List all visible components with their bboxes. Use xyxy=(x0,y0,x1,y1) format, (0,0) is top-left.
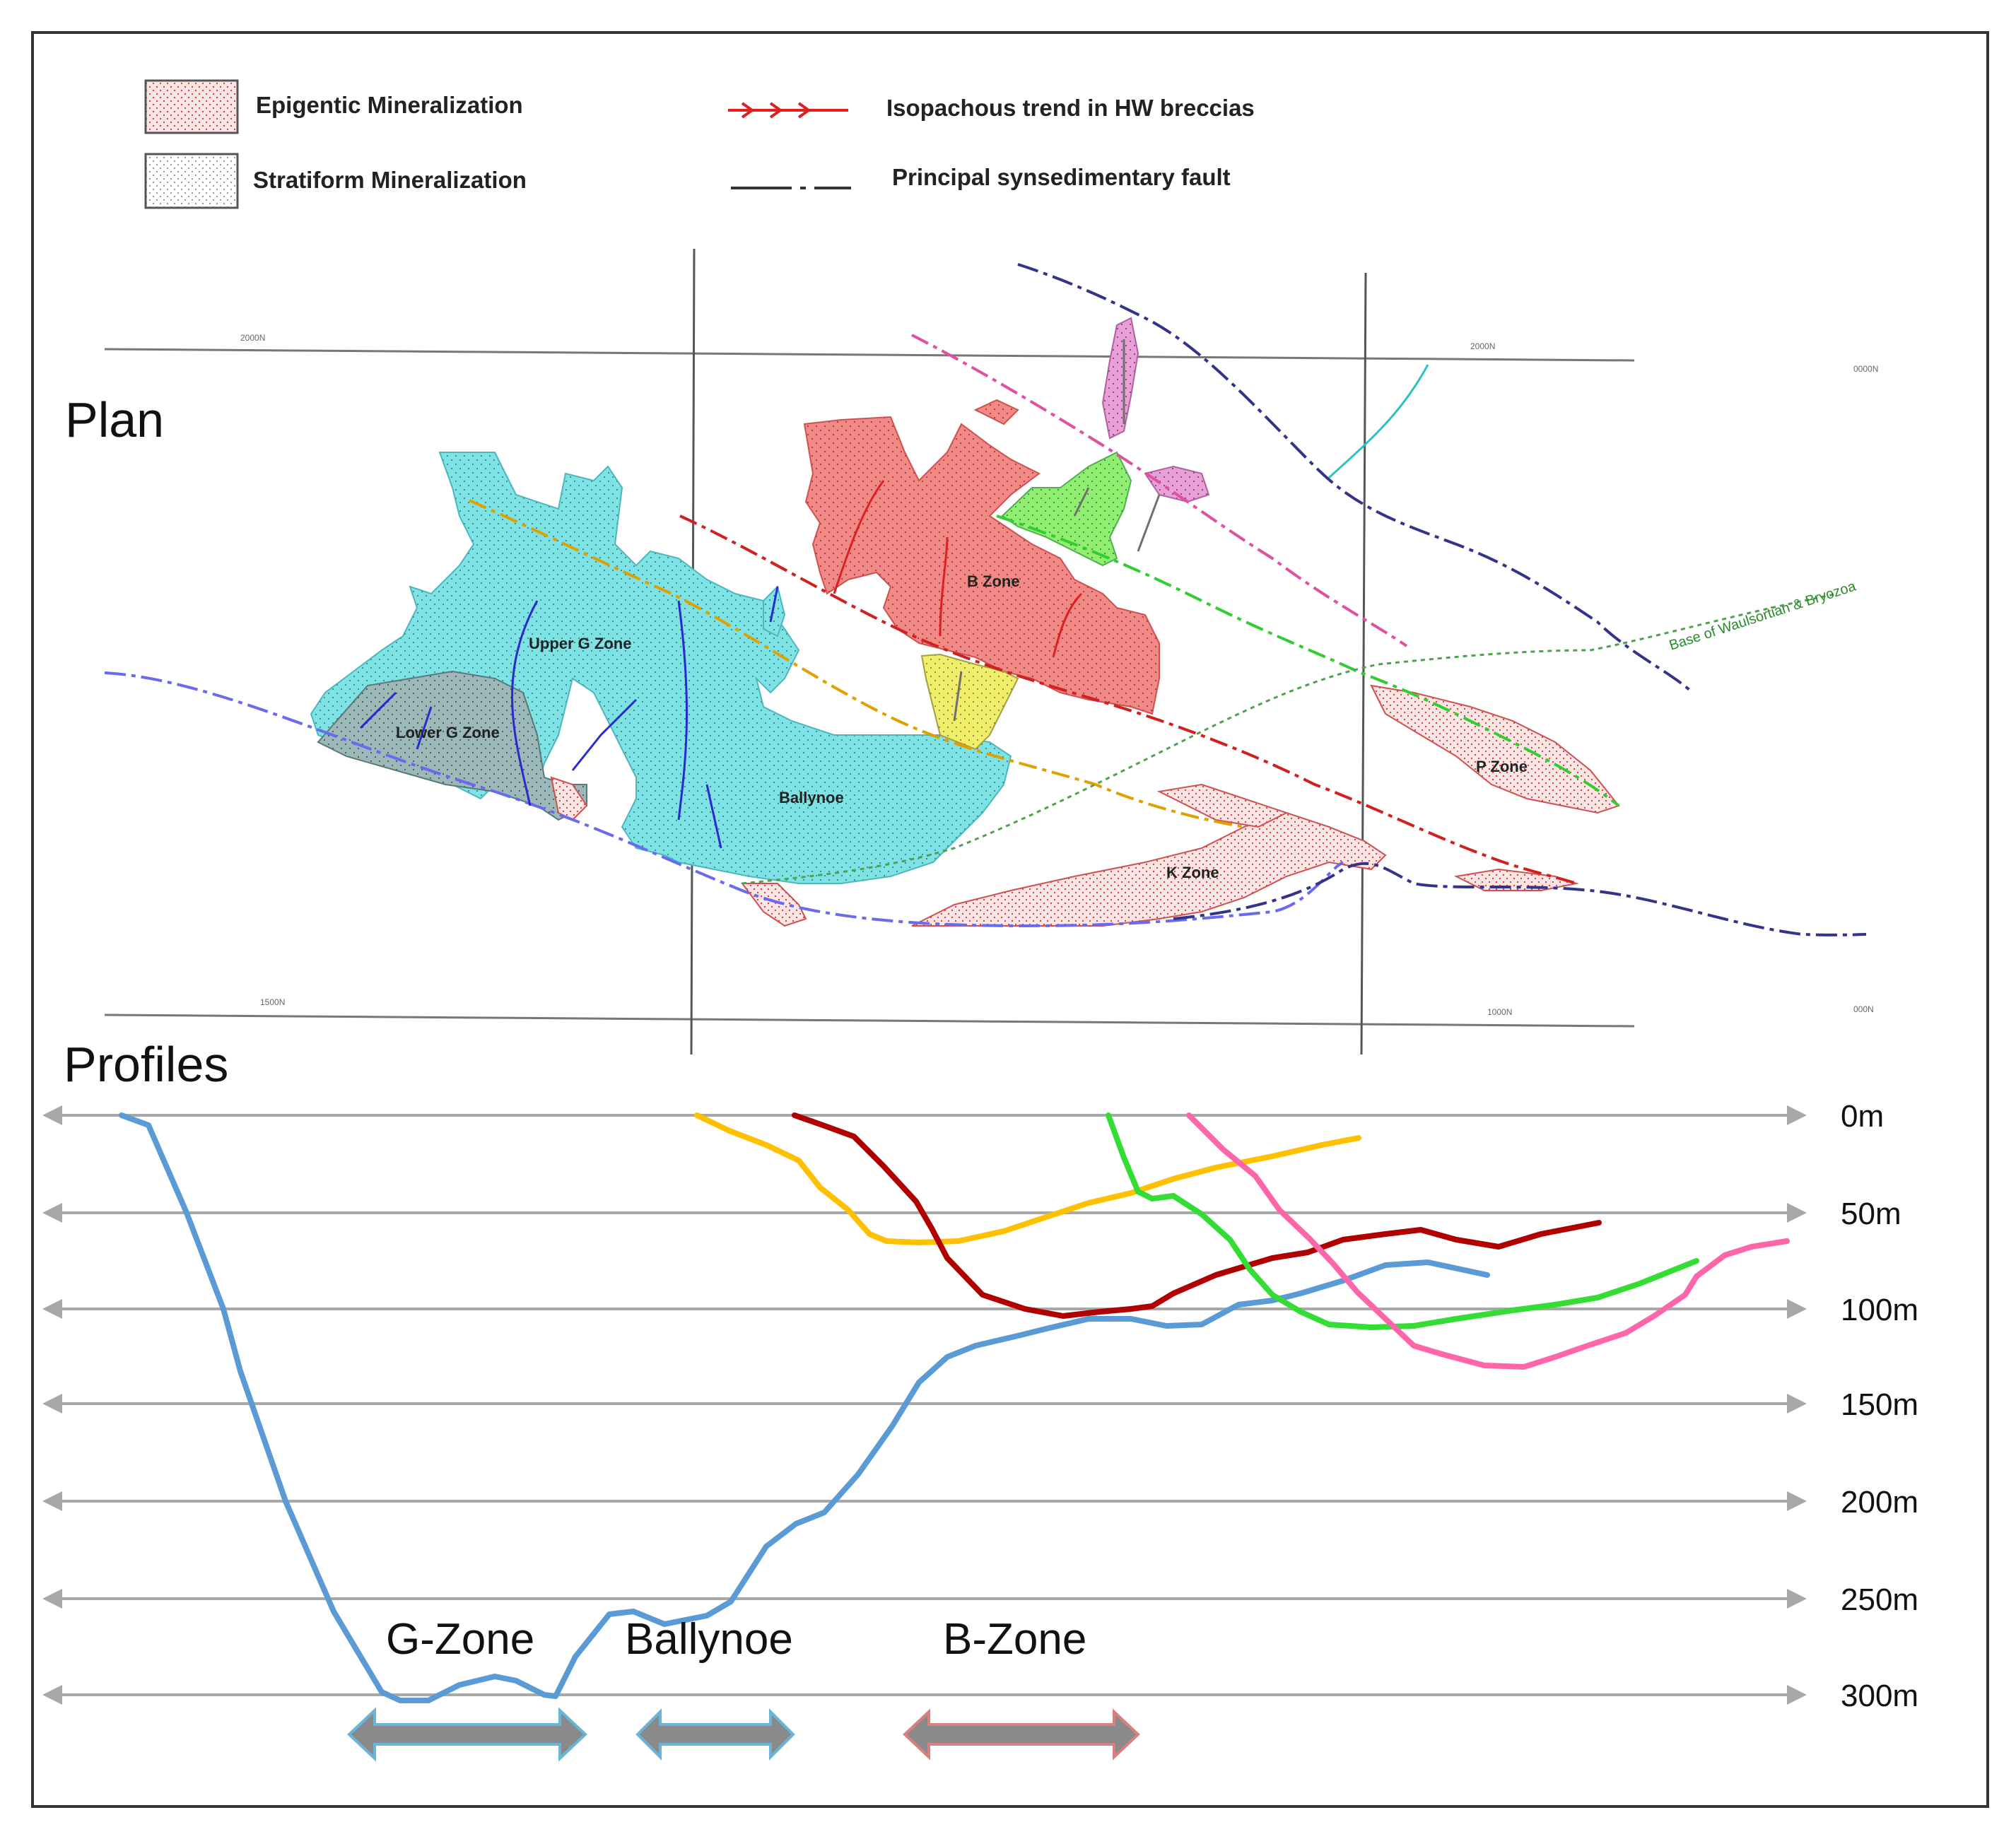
plan-label-b-zone: B Zone xyxy=(967,572,1020,590)
legend-swatch-stratiform xyxy=(144,153,239,209)
depth-grid-arrowhead-right xyxy=(1787,1299,1807,1319)
depth-grid-arrowhead-right xyxy=(1787,1394,1807,1414)
legend-label-isopachous: Isopachous trend in HW breccias xyxy=(886,95,1255,121)
grid-label: 2000N xyxy=(240,333,265,343)
fault-pink xyxy=(911,334,1408,647)
profile-line-blue xyxy=(119,1112,1490,1703)
profile-zone-label-g: G-Zone xyxy=(386,1615,534,1664)
depth-grid-arrowhead-right xyxy=(1787,1105,1807,1125)
depth-grid-arrowhead-right xyxy=(1787,1491,1807,1511)
grid-label: 2000N xyxy=(1470,341,1495,351)
b-zone-range-arrow xyxy=(903,1708,1140,1761)
lower-g-body xyxy=(317,670,587,821)
zone-range-arrows xyxy=(347,1707,1140,1762)
plan-label-upper-g-zone: Upper G Zone xyxy=(529,635,631,652)
grey-isopachous-arrows xyxy=(953,339,1161,722)
small-pink-patch-east xyxy=(1453,868,1579,891)
depth-grid-arrowhead-right xyxy=(1787,1685,1807,1705)
depth-tick-label: 0m xyxy=(1841,1099,1884,1134)
small-pink-patch-south xyxy=(741,883,807,927)
fault-south-east xyxy=(1173,862,1867,936)
red-isopachous-arrows xyxy=(833,480,1083,658)
depth-grid-arrowhead-left xyxy=(42,1203,62,1223)
figure-frame xyxy=(31,31,1989,1808)
fault-south-west xyxy=(104,671,1344,928)
k-zone-extension xyxy=(1156,783,1289,828)
profile-zone-label-ballynoe: Ballynoe xyxy=(625,1615,793,1664)
profile-line-green xyxy=(1106,1112,1699,1330)
depth-tick-label: 50m xyxy=(1841,1197,1901,1231)
depth-grid-arrowhead-left xyxy=(42,1589,62,1609)
legend-label-fault: Principal synsedimentary fault xyxy=(892,164,1231,190)
grid-label: 1000N xyxy=(1487,1007,1512,1017)
depth-grid-arrowhead-left xyxy=(42,1299,62,1319)
magenta-body-south xyxy=(1144,465,1210,503)
depth-grid-arrowhead-left xyxy=(42,1685,62,1705)
fault-red-main xyxy=(679,515,1577,885)
epigentic-bodies xyxy=(550,317,1620,927)
stratiform-bodies xyxy=(310,452,1012,884)
depth-tick-label: 150m xyxy=(1841,1387,1918,1422)
plan-label-p-zone: P Zone xyxy=(1476,758,1528,775)
depth-grid-arrowhead-right xyxy=(1787,1589,1807,1609)
small-red-patch xyxy=(973,399,1019,425)
b-zone-body xyxy=(803,416,1160,715)
legend-swatch-epigentic xyxy=(144,79,239,134)
blue-isopachous-arrows xyxy=(359,586,779,849)
grid-label: 0000N xyxy=(1853,364,1878,374)
depth-grid-arrowhead-left xyxy=(42,1491,62,1511)
plan-grid: 2000N 2000N 0000N 1500N 1000N 000N xyxy=(104,248,1878,1055)
depth-tick-label: 200m xyxy=(1841,1485,1918,1520)
profile-zone-label-b: B-Zone xyxy=(943,1615,1086,1664)
profile-lines xyxy=(119,1112,1790,1703)
plan-fault-lines xyxy=(104,263,1867,936)
legend-label-stratiform: Stratiform Mineralization xyxy=(253,167,527,193)
ballynoe-range-arrow xyxy=(635,1708,795,1761)
k-zone-body xyxy=(911,811,1387,927)
depth-tick-label: 100m xyxy=(1841,1293,1918,1327)
depth-grid-arrowhead-right xyxy=(1787,1203,1807,1223)
magenta-body-north xyxy=(1101,317,1139,440)
small-pink-patch-west xyxy=(550,776,588,821)
lime-body xyxy=(1001,451,1132,567)
p-zone-body xyxy=(1370,684,1620,814)
fault-green xyxy=(996,515,1620,807)
depth-tick-label: 300m xyxy=(1841,1679,1918,1713)
profile-line-pink xyxy=(1186,1112,1790,1370)
grid-line-north xyxy=(104,348,1635,362)
legend-isopachous-symbol xyxy=(728,102,848,119)
plan-label-lower-g-zone: Lower G Zone xyxy=(396,724,500,741)
fault-orange xyxy=(469,499,1245,828)
g-zone-range-arrow xyxy=(347,1707,587,1762)
plan-label-k-zone: K Zone xyxy=(1166,864,1219,881)
grid-line-east xyxy=(1360,272,1367,1055)
grid-label: 1500N xyxy=(260,997,285,1007)
plan-title: Plan xyxy=(65,392,164,447)
fault-north-east xyxy=(1017,263,1691,691)
depth-grid-arrowhead-left xyxy=(42,1105,62,1125)
grid-label: 000N xyxy=(1853,1004,1874,1014)
cyan-isopachous-line xyxy=(1328,364,1429,479)
depth-grid-arrowhead-left xyxy=(42,1394,62,1414)
depth-tick-label: 250m xyxy=(1841,1582,1918,1617)
yellow-body xyxy=(920,653,1019,751)
isopachous-arrows xyxy=(359,339,1161,849)
grid-line-south xyxy=(104,1013,1635,1028)
legend-label-epigentic: Epigentic Mineralization xyxy=(256,92,523,118)
plan-label-base-waulsortian: Base of Waulsortian & Bryozoa xyxy=(1668,578,1858,653)
profile-line-orange xyxy=(694,1112,1361,1245)
small-stratiform-body xyxy=(763,585,786,638)
profile-line-darkred xyxy=(792,1112,1602,1319)
profiles-title: Profiles xyxy=(64,1037,228,1092)
legend: Epigentic Mineralization Stratiform Mine… xyxy=(144,79,1255,209)
plan-label-ballynoe: Ballynoe xyxy=(779,789,844,806)
